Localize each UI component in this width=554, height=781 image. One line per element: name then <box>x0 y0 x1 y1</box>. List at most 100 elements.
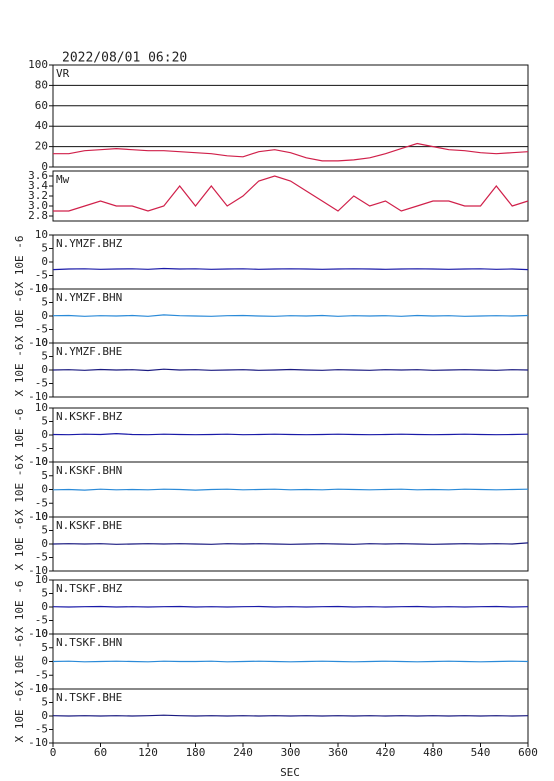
y-axis-label: X 10E -6 <box>13 690 26 743</box>
y-tick-label: 2.8 <box>28 209 48 222</box>
y-tick-label: 60 <box>35 99 48 112</box>
data-line <box>52 267 529 271</box>
y-tick-label: 5 <box>41 587 48 600</box>
panel-label: N.YMZF.BHN <box>56 291 122 304</box>
y-tick-label: 10 <box>35 336 48 349</box>
x-tick-label: 60 <box>94 746 107 759</box>
y-tick-label: 20 <box>35 140 48 153</box>
x-tick-label: 480 <box>423 746 443 759</box>
y-tick-label: 3.6 <box>28 169 48 182</box>
y-tick-label: 3.0 <box>28 199 48 212</box>
data-line <box>52 714 529 717</box>
y-tick-label: 5 <box>41 350 48 363</box>
y-axis-label: X 10E -6 <box>13 409 26 462</box>
y-axis-label: X 10E -6 <box>13 236 26 289</box>
x-tick-label: 120 <box>138 746 158 759</box>
y-tick-label: 5 <box>41 524 48 537</box>
y-tick-label: 5 <box>41 469 48 482</box>
panel-label: VR <box>56 67 70 80</box>
y-tick-label: 5 <box>41 415 48 428</box>
y-tick-label: -5 <box>35 496 48 509</box>
data-line <box>52 314 529 317</box>
data-line <box>52 488 529 491</box>
panel-label: N.TSKF.BHN <box>56 636 122 649</box>
panel-label: N.YMZF.BHE <box>56 345 122 358</box>
y-tick-label: 3.4 <box>28 179 48 192</box>
y-tick-label: -10 <box>28 736 48 749</box>
y-tick-label: 10 <box>35 282 48 295</box>
y-axis-label: X 10E -6 <box>13 635 26 688</box>
panel-label: N.KSKF.BHZ <box>56 410 123 423</box>
y-tick-label: -5 <box>35 442 48 455</box>
x-tick-label: 600 <box>518 746 538 759</box>
y-tick-label: -5 <box>35 723 48 736</box>
x-tick-label: 300 <box>281 746 301 759</box>
y-tick-label: -5 <box>35 551 48 564</box>
y-tick-label: 5 <box>41 296 48 309</box>
chart-title: 2022/08/01 06:20 <box>62 51 187 66</box>
panel-label: N.KSKF.BHN <box>56 464 122 477</box>
y-tick-label: 0 <box>41 483 48 496</box>
y-tick-label: -10 <box>28 564 48 577</box>
y-tick-label: 10 <box>35 228 48 241</box>
y-tick-label: -5 <box>35 668 48 681</box>
x-tick-label: 240 <box>233 746 253 759</box>
y-tick-label: 10 <box>35 682 48 695</box>
y-tick-label: -5 <box>35 377 48 390</box>
y-tick-label: -10 <box>28 336 48 349</box>
y-tick-label: -10 <box>28 455 48 468</box>
y-tick-label: 0 <box>41 160 48 173</box>
y-tick-label: 10 <box>35 401 48 414</box>
panel-label: N.KSKF.BHE <box>56 519 122 532</box>
x-tick-label: 0 <box>50 746 57 759</box>
y-tick-label: 0 <box>41 309 48 322</box>
data-line <box>53 142 529 162</box>
y-tick-label: 0 <box>41 363 48 376</box>
y-tick-label: -10 <box>28 627 48 640</box>
y-tick-label: 0 <box>41 428 48 441</box>
y-tick-label: 0 <box>41 709 48 722</box>
y-axis-label: X 10E -6 <box>13 518 26 571</box>
panel-frame <box>52 64 529 168</box>
data-line <box>53 175 529 212</box>
y-tick-label: 0 <box>41 537 48 550</box>
y-tick-label: 100 <box>28 58 48 71</box>
y-tick-label: 10 <box>35 510 48 523</box>
y-tick-label: 5 <box>41 242 48 255</box>
x-tick-label: 180 <box>186 746 206 759</box>
y-tick-label: 10 <box>35 627 48 640</box>
panel-frame <box>52 170 529 222</box>
panel-label: Mw <box>56 173 70 186</box>
y-tick-label: 0 <box>41 655 48 668</box>
y-tick-label: -5 <box>35 269 48 282</box>
y-tick-label: -5 <box>35 323 48 336</box>
y-axis-label: X 10E -6 <box>13 581 26 634</box>
y-tick-label: -10 <box>28 390 48 403</box>
data-line <box>52 432 529 436</box>
x-axis-label: SEC <box>280 766 300 779</box>
y-axis-label: X 10E -6 <box>13 290 26 343</box>
y-tick-label: 5 <box>41 696 48 709</box>
y-tick-label: 10 <box>35 455 48 468</box>
panel-label: N.TSKF.BHE <box>56 691 122 704</box>
y-tick-label: -5 <box>35 614 48 627</box>
panel-frame <box>52 234 529 290</box>
y-tick-label: 3.2 <box>28 189 48 202</box>
data-line <box>52 368 529 372</box>
y-tick-label: 10 <box>35 573 48 586</box>
y-tick-label: -10 <box>28 682 48 695</box>
panel-label: N.YMZF.BHZ <box>56 237 123 250</box>
y-tick-label: 5 <box>41 641 48 654</box>
data-line <box>52 605 529 608</box>
y-tick-label: 0 <box>41 255 48 268</box>
x-tick-label: 360 <box>328 746 348 759</box>
y-tick-label: 40 <box>35 119 48 132</box>
y-tick-label: 0 <box>41 600 48 613</box>
data-line <box>52 542 529 545</box>
y-axis-label: X 10E -6 <box>13 344 26 397</box>
y-axis-label: X 10E -6 <box>13 463 26 516</box>
y-tick-label: -10 <box>28 282 48 295</box>
y-tick-label: 80 <box>35 78 48 91</box>
x-tick-label: 540 <box>471 746 491 759</box>
